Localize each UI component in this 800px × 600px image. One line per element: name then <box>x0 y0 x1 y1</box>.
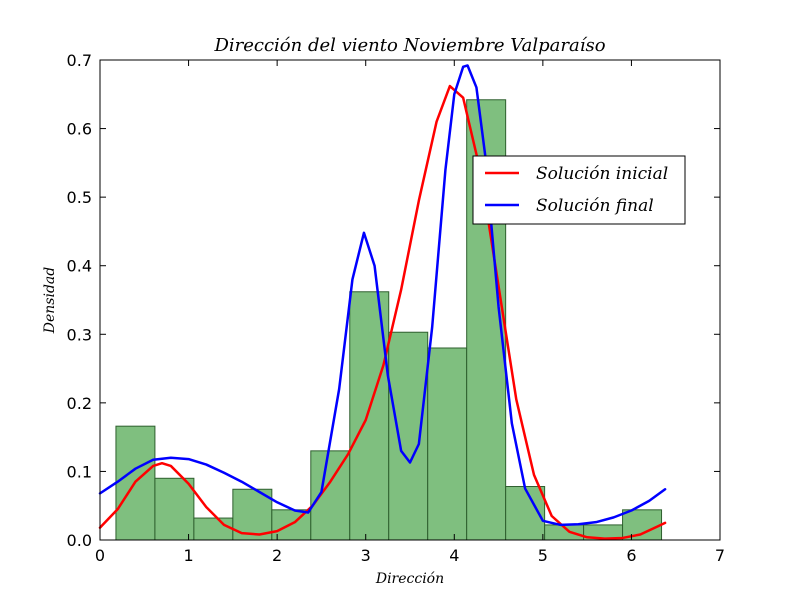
x-tick-label: 3 <box>361 546 371 565</box>
x-axis-label: Dirección <box>375 571 444 587</box>
legend: Solución inicial Solución final <box>472 155 686 225</box>
density-lines <box>98 64 667 540</box>
y-tick-label: 0.5 <box>67 188 92 207</box>
histogram-bar <box>388 331 429 541</box>
x-tick-label: 5 <box>538 546 548 565</box>
axes <box>99 59 721 541</box>
histogram-bar <box>193 517 234 541</box>
histogram-bar <box>310 450 351 541</box>
y-tick-label: 0.0 <box>67 531 92 550</box>
legend-label: Solución inicial <box>536 164 668 184</box>
ticks: 0 1 2 3 4 5 6 7 0.0 0.1 0.2 0.3 0.4 0.5 0.6 0.7 <box>67 51 726 565</box>
x-tick-label: 6 <box>626 546 636 565</box>
histogram-bar <box>622 509 663 541</box>
y-tick-label: 0.6 <box>67 120 92 139</box>
y-tick-label: 0.2 <box>67 394 92 413</box>
x-tick-label: 0 <box>95 546 105 565</box>
x-tick-label: 1 <box>183 546 193 565</box>
x-tick-label: 4 <box>449 546 459 565</box>
x-tick-label: 2 <box>272 546 282 565</box>
x-tick-label: 7 <box>715 546 725 565</box>
y-tick-label: 0.3 <box>67 325 92 344</box>
plot-frame <box>99 59 721 541</box>
y-tick-label: 0.7 <box>67 51 92 70</box>
histogram-bar <box>154 477 195 541</box>
y-axis-label: Densidad <box>42 267 58 334</box>
chart-title: Dirección del viento Noviembre Valparaís… <box>213 35 605 56</box>
final-solution-line <box>98 64 667 527</box>
initial-solution-line <box>98 84 667 540</box>
histogram-bar <box>427 347 468 541</box>
legend-label: Solución final <box>536 196 654 216</box>
y-tick-label: 0.4 <box>67 257 92 276</box>
y-tick-label: 0.1 <box>67 462 92 481</box>
legend-box <box>472 155 686 225</box>
